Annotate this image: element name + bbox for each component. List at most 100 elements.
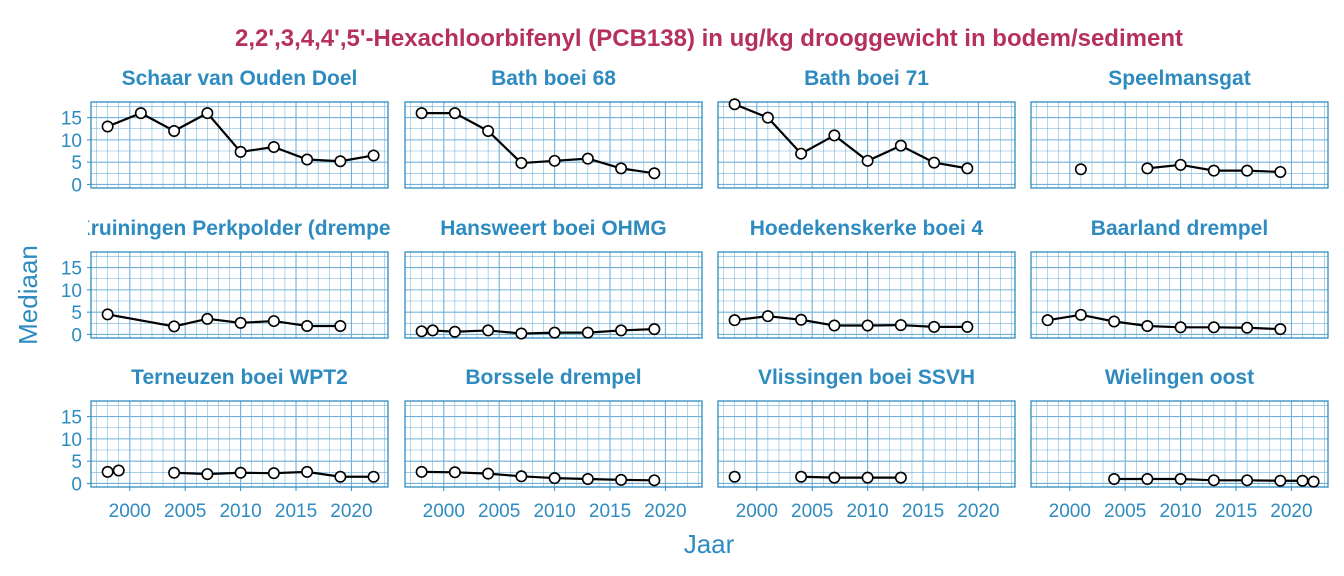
data-point <box>861 154 874 167</box>
data-point <box>101 465 114 478</box>
data-point <box>728 314 741 327</box>
data-point <box>415 107 428 120</box>
x-tick-label: 2005 <box>791 501 833 522</box>
panel: Wielingen oost 2000 2005 2010 2015 2020 <box>1030 366 1329 522</box>
data-point <box>1174 158 1187 171</box>
x-tick-label: 2015 <box>902 501 944 522</box>
data-point <box>1274 474 1287 487</box>
data-point <box>615 162 628 175</box>
panel: Speelmansgat <box>1030 67 1329 189</box>
chart-title: 2,2',3,4,4',5'-Hexachloorbifenyl (PCB138… <box>235 25 1183 52</box>
panel-border <box>90 251 389 339</box>
y-tick-label: 10 <box>61 131 82 152</box>
panel-border <box>1030 101 1329 189</box>
data-point <box>1274 323 1287 336</box>
x-tick-label: 2020 <box>957 501 999 522</box>
grid <box>1031 401 1328 487</box>
x-tick-label: 2020 <box>330 501 372 522</box>
x-tick-label: 2000 <box>423 501 465 522</box>
data-point <box>861 319 874 332</box>
data-point <box>828 319 841 332</box>
data-point <box>367 470 380 483</box>
data-point <box>1108 472 1121 485</box>
y-tick-label: 0 <box>71 474 82 495</box>
data-point <box>928 320 941 333</box>
data-point <box>426 324 439 337</box>
data-point <box>112 464 125 477</box>
panel-title: Wielingen oost <box>1105 366 1254 389</box>
y-tick-label: 5 <box>71 452 82 473</box>
panel: Hoedekenskerke boei 4 <box>717 217 1016 339</box>
data-point <box>1241 321 1254 334</box>
y-tick-label: 15 <box>61 408 82 429</box>
data-point <box>1041 314 1054 327</box>
data-point <box>1141 472 1154 485</box>
y-tick-label: 0 <box>71 325 82 346</box>
panel-title: Kruiningen Perkpolder (drempel) <box>76 217 404 240</box>
data-point <box>334 155 347 168</box>
data-point <box>581 472 594 485</box>
data-point <box>1207 321 1220 334</box>
data-point <box>861 471 874 484</box>
panel-border <box>717 400 1016 488</box>
x-tick-label: 2000 <box>109 501 151 522</box>
data-point <box>828 129 841 142</box>
panel-title: Hansweert boei OHMG <box>440 217 666 240</box>
data-point <box>168 466 181 479</box>
x-axis-label: Jaar <box>684 529 735 559</box>
panel-title: Baarland drempel <box>1091 217 1268 240</box>
data-point <box>448 107 461 120</box>
data-point <box>267 141 280 154</box>
data-point <box>301 153 314 166</box>
y-tick-label: 10 <box>61 430 82 451</box>
data-point <box>1207 474 1220 487</box>
data-point <box>581 152 594 165</box>
data-point <box>728 470 741 483</box>
data-point <box>1307 475 1320 488</box>
data-point <box>961 162 974 175</box>
data-point <box>415 325 428 338</box>
data-point <box>334 470 347 483</box>
data-point <box>728 98 741 111</box>
data-point <box>894 139 907 152</box>
data-point <box>648 167 661 180</box>
panel-title: Schaar van Ouden Doel <box>122 67 358 90</box>
data-point <box>448 466 461 479</box>
panel: Borssele drempel 2000 2005 2010 2015 2020 <box>404 366 703 522</box>
panel-title: Hoedekenskerke boei 4 <box>750 217 984 240</box>
data-point <box>894 471 907 484</box>
data-point <box>1241 474 1254 487</box>
data-point <box>301 319 314 332</box>
data-point <box>648 323 661 336</box>
x-tick-label: 2000 <box>1049 501 1091 522</box>
data-point <box>482 467 495 480</box>
data-point <box>615 473 628 486</box>
y-tick-label: 0 <box>71 175 82 196</box>
data-point <box>334 319 347 332</box>
series-line <box>801 475 901 479</box>
data-point <box>1074 308 1087 321</box>
data-point <box>482 324 495 337</box>
panel-title: Terneuzen boei WPT2 <box>131 366 348 389</box>
data-point <box>1141 162 1154 175</box>
data-point <box>548 154 561 167</box>
panel-border <box>404 101 703 189</box>
data-point <box>795 147 808 160</box>
data-point <box>761 111 774 124</box>
x-tick-label: 2005 <box>1104 501 1146 522</box>
data-point <box>1074 163 1087 176</box>
data-point <box>928 156 941 169</box>
grid <box>1031 102 1328 188</box>
data-point <box>548 326 561 339</box>
data-point <box>367 149 380 162</box>
y-tick-label: 5 <box>71 303 82 324</box>
panel-border <box>717 251 1016 339</box>
x-tick-label: 2010 <box>846 501 888 522</box>
panel-title: Speelmansgat <box>1108 67 1250 90</box>
data-point <box>168 124 181 137</box>
data-point <box>515 157 528 170</box>
data-point <box>168 320 181 333</box>
data-point <box>581 326 594 339</box>
